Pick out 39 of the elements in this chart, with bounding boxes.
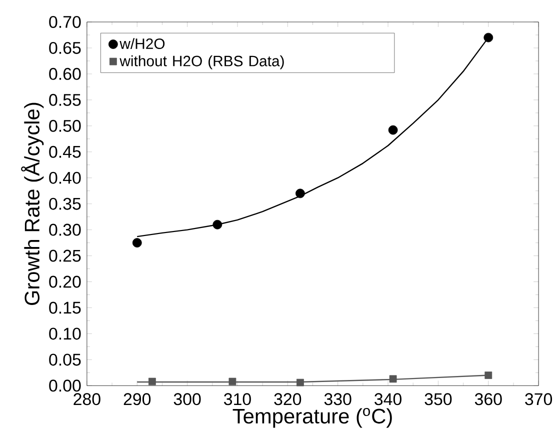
point (296, 379, 304, 386)
y-tick-label: 0.70 (49, 16, 81, 28)
y-tick-label: 0.55 (49, 94, 81, 106)
point (484, 33, 494, 42)
x-tick-label: 370 (525, 393, 552, 406)
legend-label: without H2O (RBS Data) (120, 56, 284, 70)
y-tick-label: 0.45 (49, 146, 81, 158)
x-tick-label: 300 (174, 393, 201, 406)
point (148, 378, 156, 386)
x-tick-label: 350 (424, 393, 452, 406)
y-axis-title: Growth Rate (Å/cycle) (21, 103, 44, 306)
x-tick-label: 290 (124, 393, 151, 406)
point (212, 220, 222, 230)
y-tick-label: 0.35 (49, 198, 81, 210)
y-tick-label: 0.10 (49, 328, 81, 340)
x-tick-label: 340 (374, 393, 402, 406)
y-tick-label: 0.60 (49, 68, 81, 80)
y-tick-label: 0.05 (49, 354, 81, 366)
y-tick-label: 0.40 (49, 172, 81, 184)
x-axis-title: Temperature ($^{o}$C) (232, 408, 392, 428)
y-tick-label: 0.65 (49, 42, 81, 54)
x-tick-label: 330 (324, 393, 352, 406)
point (388, 126, 398, 135)
point (132, 238, 142, 248)
x-tick-label: 360 (474, 393, 502, 406)
y-tick-label: 0.20 (49, 276, 81, 288)
x-tick-label: 320 (274, 393, 302, 406)
y-tick-label: 0.25 (49, 250, 81, 262)
y-tick-label: 0.50 (49, 120, 81, 132)
point (389, 375, 397, 383)
y-tick-label: 0.15 (49, 302, 81, 314)
point (484, 372, 492, 380)
legend-label: w/H2O (120, 38, 165, 50)
y-tick-label: 0.30 (49, 224, 81, 236)
x-tick-label: 310 (224, 393, 251, 406)
y-tick-label: 0.00 (49, 380, 81, 392)
x-tick-label: 280 (74, 393, 100, 406)
point (228, 378, 236, 386)
point (296, 188, 305, 198)
